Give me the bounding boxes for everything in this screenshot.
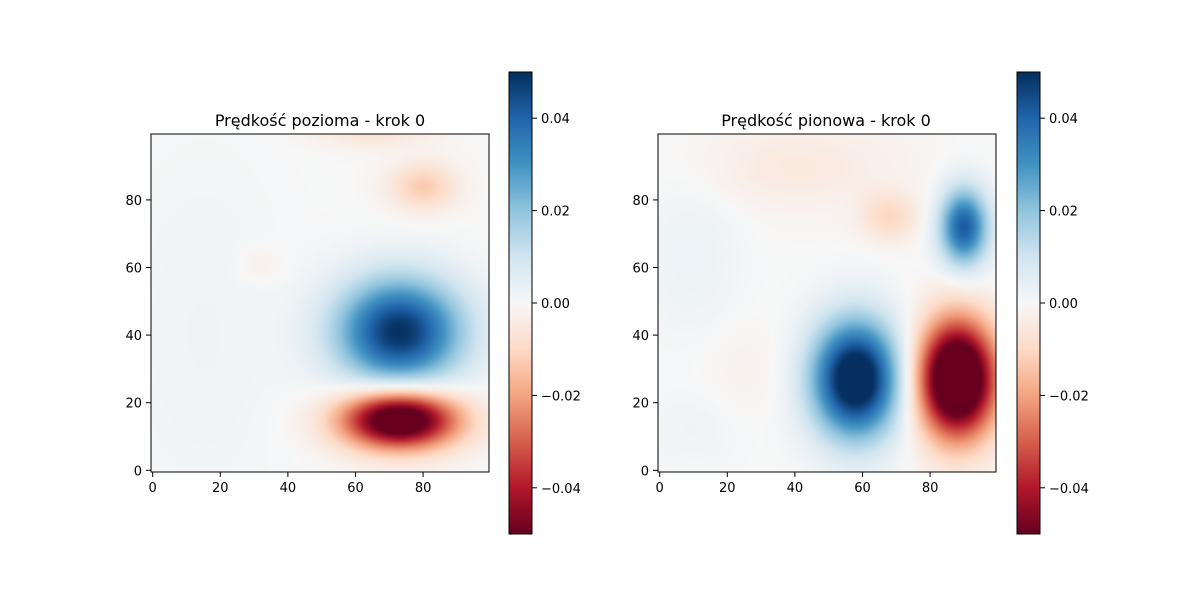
y-tick-label: 80 [125,194,142,209]
x-tick-label: 0 [656,481,664,496]
y-tick-label: 60 [125,262,142,277]
panel-vertical-velocity: Prędkość pionowa - krok 0 0 20 40 60 80 0 20 4… [632,71,1089,535]
colorbar-gradient [509,72,532,534]
colorbar-tick-label: 0.04 [541,112,570,127]
colorbar-tick-label: −0.04 [1049,482,1089,497]
x-tick-label: 80 [922,481,939,496]
x-tick-label: 40 [787,481,804,496]
y-axis: 0 20 40 60 80 [125,194,151,479]
x-tick-label: 60 [854,481,871,496]
y-tick-label: 0 [641,464,649,479]
y-tick-label: 40 [632,329,649,344]
chart-title: Prędkość pozioma - krok 0 [215,111,425,130]
x-tick-label: 60 [347,481,364,496]
colorbar-tick-label: −0.02 [541,389,581,404]
heatmap-image [658,134,996,472]
y-tick-label: 20 [125,397,142,412]
x-axis: 0 20 40 60 80 [656,472,939,496]
chart-title: Prędkość pionowa - krok 0 [721,111,931,130]
y-axis: 0 20 40 60 80 [632,194,658,479]
x-tick-label: 20 [719,481,736,496]
colorbar-tick-label: 0.00 [541,297,570,312]
x-tick-label: 0 [149,481,157,496]
y-tick-label: 40 [125,329,142,344]
plot-frame [657,133,997,473]
colorbar-tick-label: 0.04 [1049,112,1078,127]
colorbar-tick-label: 0.02 [1049,205,1078,220]
colorbar-axis: 0.04 0.02 0.00 −0.02 −0.04 [1040,112,1089,497]
colorbar-tick-label: −0.04 [541,482,581,497]
colorbar-tick-label: −0.02 [1049,389,1089,404]
y-tick-label: 80 [632,194,649,209]
x-tick-label: 40 [280,481,297,496]
heatmap-image [151,134,489,472]
colorbar-axis: 0.04 0.02 0.00 −0.02 −0.04 [532,112,581,497]
y-tick-label: 60 [632,262,649,277]
x-axis: 0 20 40 60 80 [149,472,432,496]
y-tick-label: 20 [632,397,649,412]
panel-horizontal-velocity: Prędkość pozioma - krok 0 0 20 40 60 80 0 20 4… [125,71,581,535]
x-tick-label: 80 [415,481,432,496]
colorbar-tick-label: 0.02 [541,205,570,220]
plot-frame [150,133,490,473]
x-tick-label: 20 [212,481,229,496]
colorbar-gradient [1017,72,1040,534]
colorbar-tick-label: 0.00 [1049,297,1078,312]
y-tick-label: 0 [134,464,142,479]
